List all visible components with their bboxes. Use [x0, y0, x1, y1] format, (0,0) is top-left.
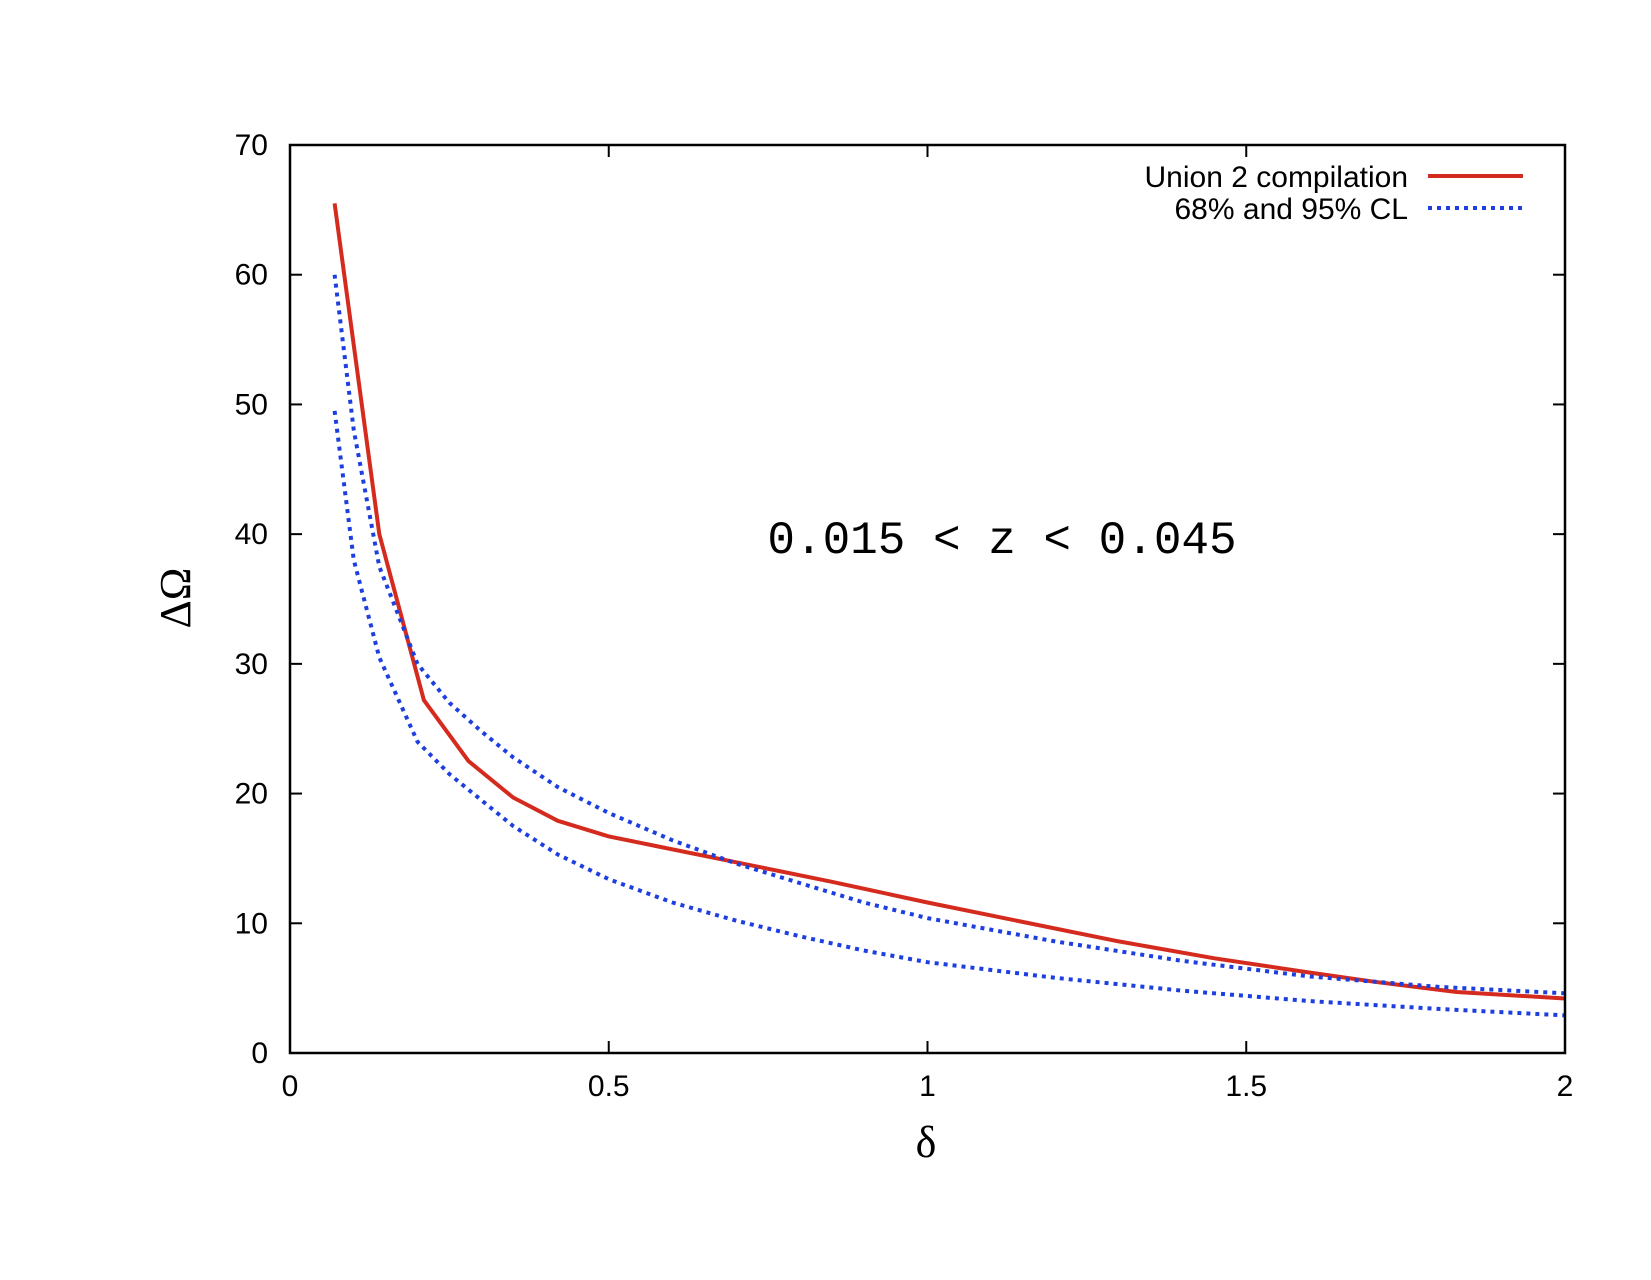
legend: Union 2 compilation 68% and 95% CL	[1145, 161, 1523, 226]
plot-frame	[288, 143, 1567, 1055]
annotation-redshift-range: 0.015 < z < 0.045	[767, 515, 1236, 567]
y-tick-label: 50	[235, 388, 268, 421]
x-tick-label: 1	[919, 1070, 936, 1103]
series-cl-lower-line	[332, 410, 1566, 1018]
legend-label-union2: Union 2 compilation	[1145, 161, 1408, 194]
y-tick-label: 0	[251, 1037, 268, 1070]
x-tick-label: 0.5	[588, 1070, 630, 1103]
y-tick-label: 70	[235, 129, 268, 162]
y-tick-label: 30	[235, 648, 268, 681]
series-cl-upper-line	[332, 274, 1566, 996]
series-layer	[332, 203, 1566, 1018]
x-axis-label: δ	[916, 1118, 937, 1167]
x-tick-label: 2	[1557, 1070, 1574, 1103]
x-tick-label: 0	[282, 1070, 299, 1103]
y-tick-label: 10	[235, 907, 268, 940]
y-axis-label: ΔΩ	[151, 568, 200, 629]
y-tick-label: 20	[235, 778, 268, 811]
y-tick-label: 60	[235, 259, 268, 292]
series-union2-line	[332, 203, 1566, 1001]
y-tick-label: 40	[235, 518, 268, 551]
x-tick-label: 1.5	[1225, 1070, 1267, 1103]
ticks-layer	[289, 144, 1566, 1054]
legend-label-confidence: 68% and 95% CL	[1175, 193, 1409, 226]
